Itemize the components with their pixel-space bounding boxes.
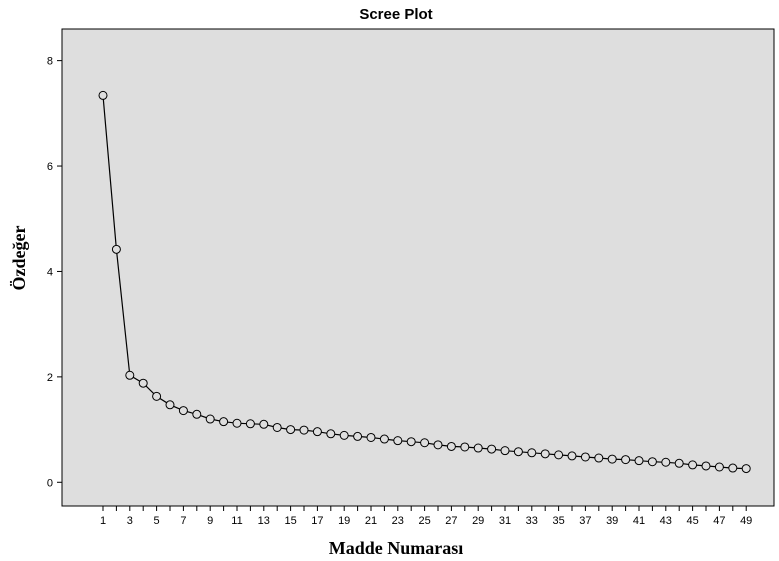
x-tick-label: 1 [100,515,106,527]
data-point [621,455,631,465]
x-tick-label: 39 [606,515,618,527]
x-tick-label: 13 [258,515,270,527]
data-point [178,406,188,416]
x-tick-label: 3 [127,515,133,527]
data-point [232,418,242,428]
x-tick-label: 41 [633,515,645,527]
chart-title: Scree Plot [359,6,432,23]
y-tick-label: 2 [47,372,53,384]
data-point [580,452,590,462]
data-point [473,443,483,453]
y-tick-label: 4 [47,266,53,278]
x-tick-label: 43 [660,515,672,527]
x-tick-label: 19 [338,515,350,527]
data-point [219,417,229,427]
x-tick-label: 45 [686,515,698,527]
x-axis: 1 3 5 7 9 11 13 15 17 19 21 23 25 27 29 31 33 35 37 39 41 43 4… [100,506,752,527]
data-point [567,451,577,461]
data-point [634,456,644,466]
data-point [446,441,456,451]
x-axis-label: Madde Numarası [329,538,464,558]
data-point [728,463,738,473]
plot-area [61,28,775,507]
data-point [406,437,416,447]
x-tick-label: 15 [284,515,296,527]
y-axis-label: Özdeğer [9,226,29,291]
data-point [554,450,564,460]
data-point [513,447,523,457]
y-axis: 0 2 4 6 8 [47,56,62,489]
x-tick-label: 7 [180,515,186,527]
data-point [540,449,550,459]
data-point [393,436,403,446]
data-point [527,448,537,458]
data-point [433,440,443,450]
x-tick-label: 37 [579,515,591,527]
data-point [460,442,470,452]
series-eigenvalues [98,90,751,474]
data-point [299,425,309,435]
x-tick-label: 29 [472,515,484,527]
x-tick-label: 23 [392,515,404,527]
x-tick-label: 5 [154,515,160,527]
x-tick-label: 47 [713,515,725,527]
data-point [487,444,497,454]
data-point [272,422,282,432]
data-point [661,457,671,467]
data-point [259,419,269,429]
y-tick-label: 8 [47,56,53,68]
x-tick-label: 31 [499,515,511,527]
data-point [379,434,389,444]
data-point [500,446,510,456]
x-tick-label: 21 [365,515,377,527]
y-tick-label: 0 [47,477,53,489]
data-point [165,400,175,410]
x-tick-label: 33 [526,515,538,527]
data-point [245,419,255,429]
x-tick-label: 49 [740,515,752,527]
x-tick-label: 27 [445,515,457,527]
data-point [647,457,657,467]
y-tick-label: 6 [47,161,53,173]
data-point [741,464,751,474]
data-point [125,370,135,380]
data-point [594,453,604,463]
x-tick-label: 25 [418,515,430,527]
data-point [286,425,296,435]
data-point [353,431,363,441]
data-point [192,409,202,419]
data-point [688,460,698,470]
x-tick-label: 17 [311,515,323,527]
data-point [312,427,322,437]
data-point [607,454,617,464]
data-point [111,244,121,254]
data-point [366,432,376,442]
data-point [152,391,162,401]
data-point [420,438,430,448]
data-point [138,378,148,388]
x-tick-label: 9 [207,515,213,527]
data-point [714,462,724,472]
data-point [701,461,711,471]
data-point [98,90,108,100]
x-tick-label: 11 [231,515,242,527]
data-point [205,414,215,424]
data-point [674,458,684,468]
data-point [339,430,349,440]
x-tick-label: 35 [552,515,564,527]
data-point [326,429,336,439]
